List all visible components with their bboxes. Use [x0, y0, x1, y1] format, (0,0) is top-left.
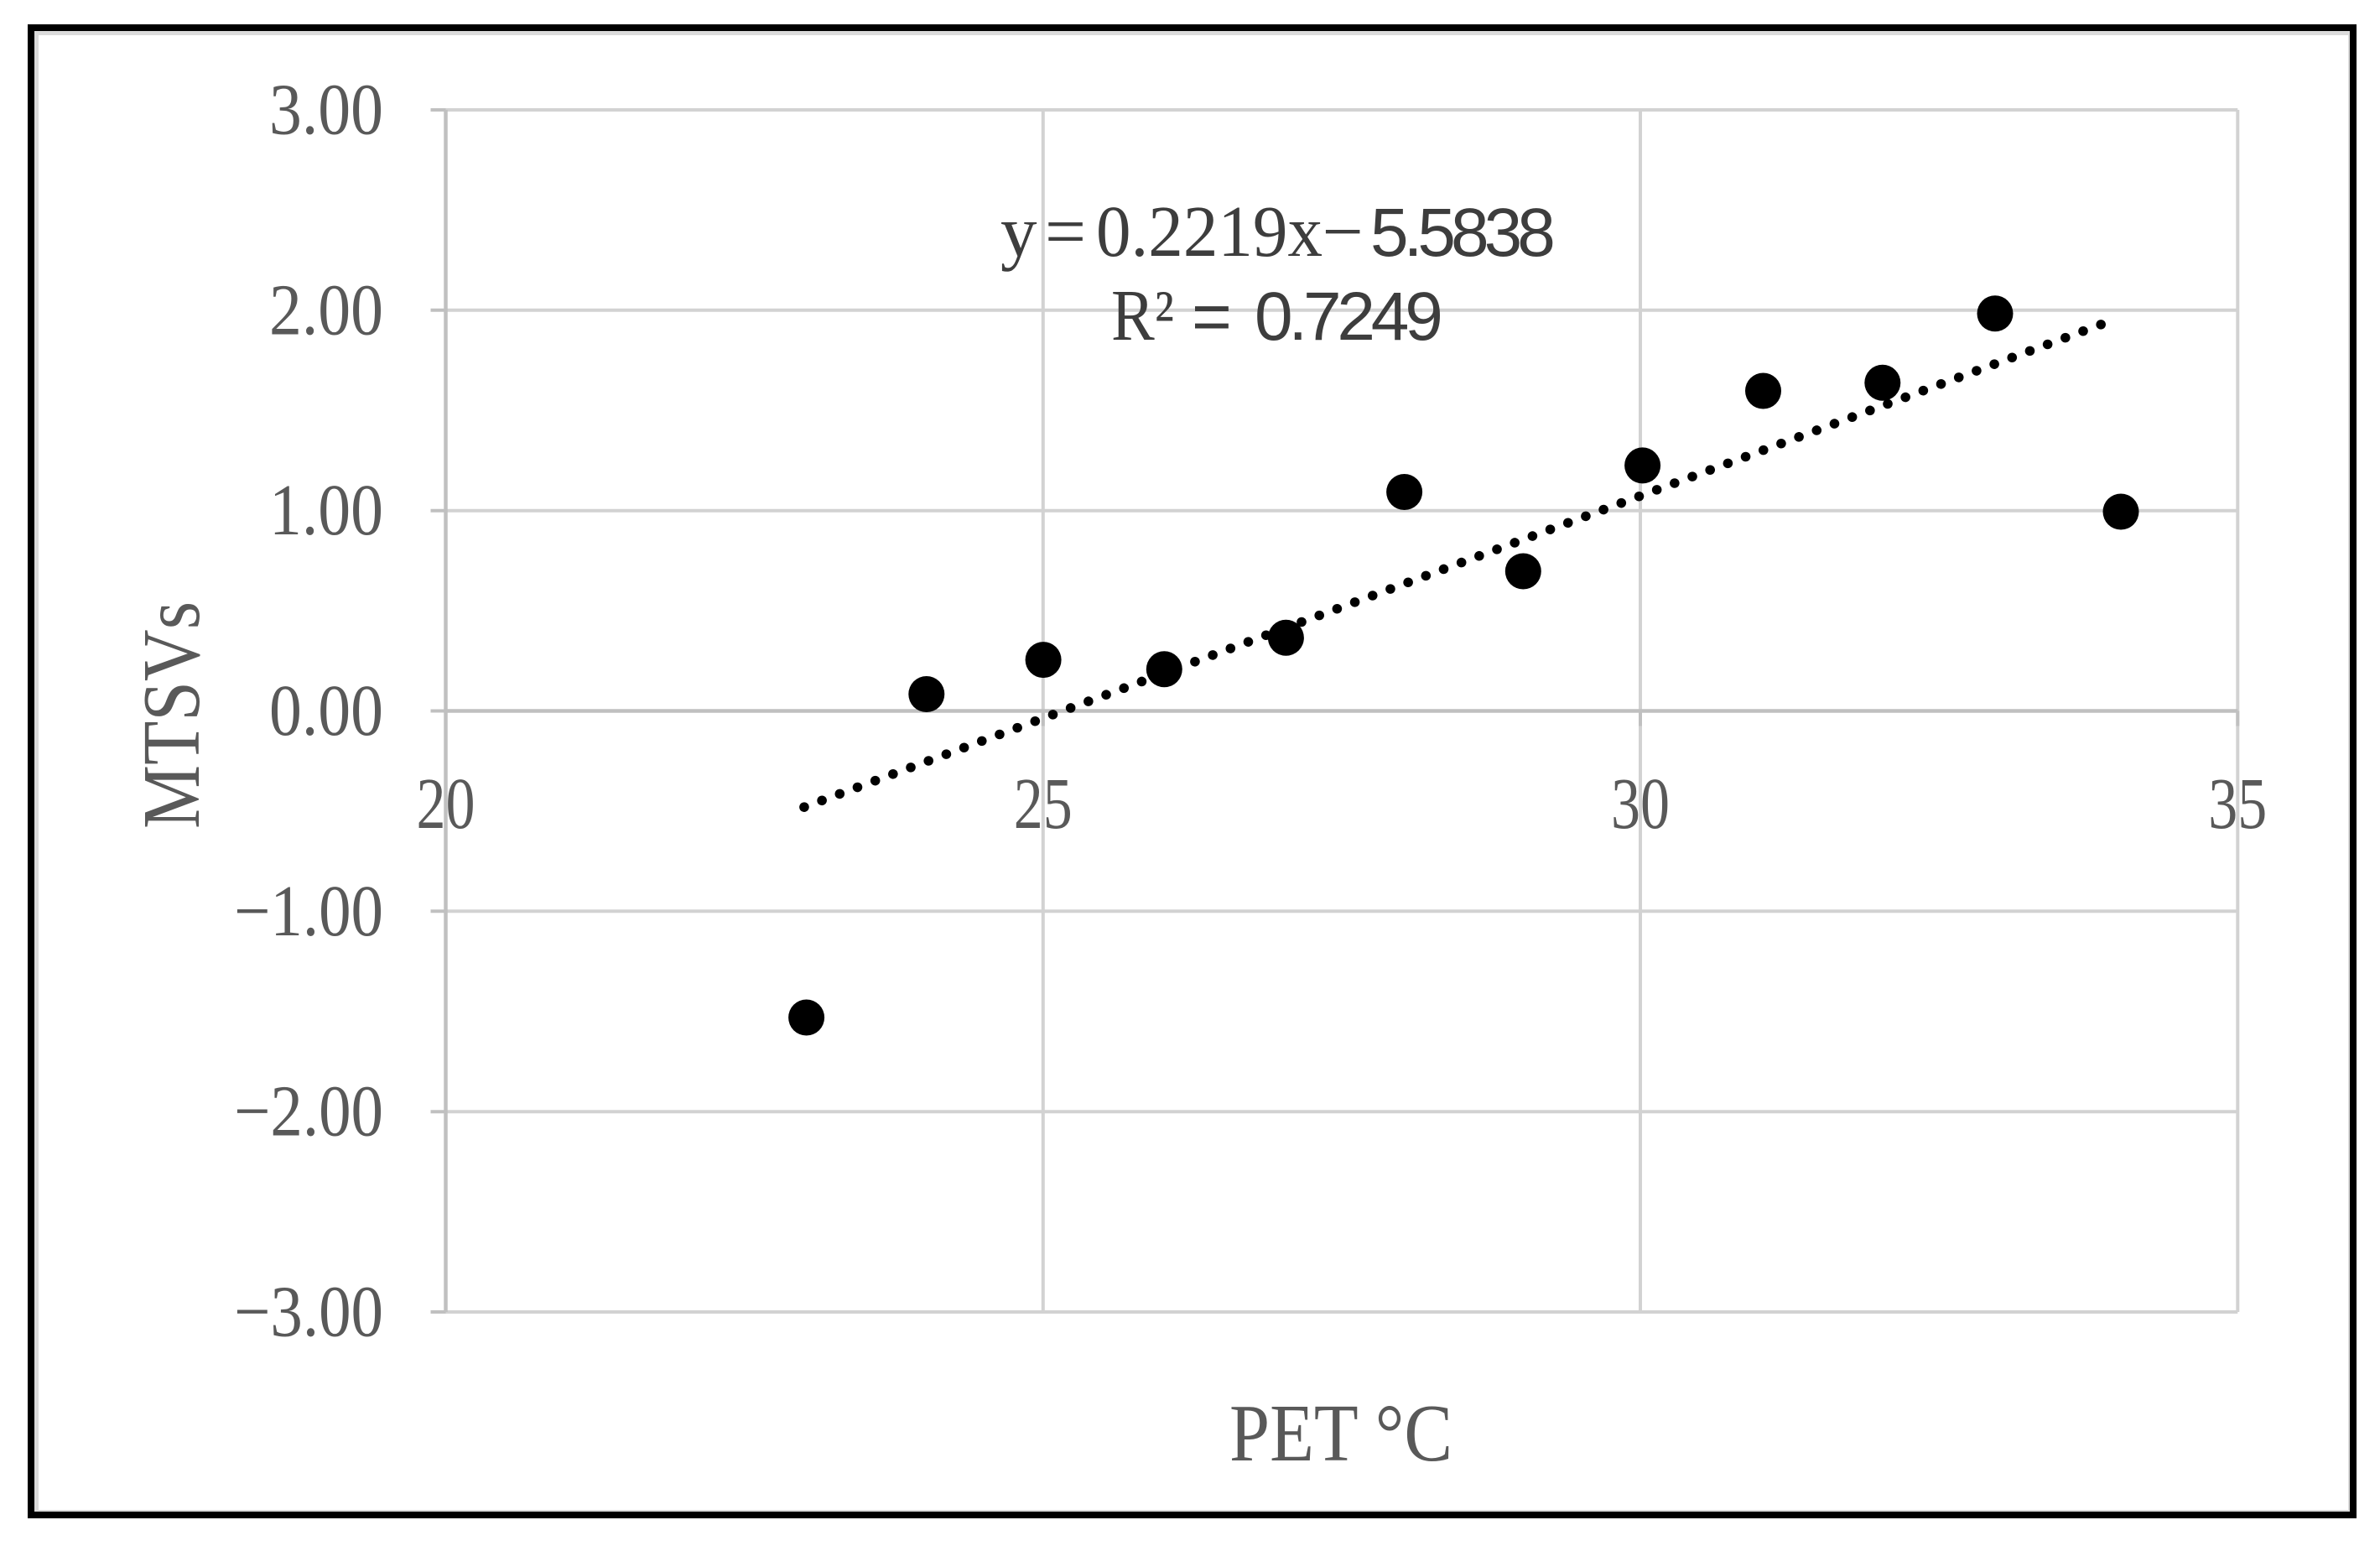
svg-text:3.00: 3.00 [269, 69, 383, 150]
svg-text:y: y [1000, 190, 1037, 272]
svg-text:MTSVs: MTSVs [127, 601, 216, 829]
svg-text:0.2219x: 0.2219x [1096, 190, 1323, 272]
svg-text:0.00: 0.00 [269, 669, 383, 751]
svg-text:=: = [1192, 278, 1232, 355]
svg-text:2.00: 2.00 [269, 268, 383, 350]
svg-text:−1.00: −1.00 [234, 870, 383, 951]
svg-text:30: 30 [1611, 763, 1670, 844]
svg-text:5.5838: 5.5838 [1370, 195, 1553, 271]
svg-text:−3.00: −3.00 [234, 1271, 383, 1352]
svg-text:=: = [1045, 190, 1086, 272]
svg-text:35: 35 [2208, 763, 2267, 844]
svg-text:20: 20 [417, 763, 475, 844]
svg-text:0.7249: 0.7249 [1255, 278, 1440, 355]
svg-text:−: − [1323, 190, 1364, 272]
svg-text:−2.00: −2.00 [234, 1070, 383, 1152]
svg-text:R²: R² [1111, 274, 1174, 356]
svg-text:25: 25 [1014, 763, 1073, 844]
svg-text:1.00: 1.00 [269, 469, 383, 550]
svg-text:PET °C: PET °C [1229, 1388, 1452, 1478]
